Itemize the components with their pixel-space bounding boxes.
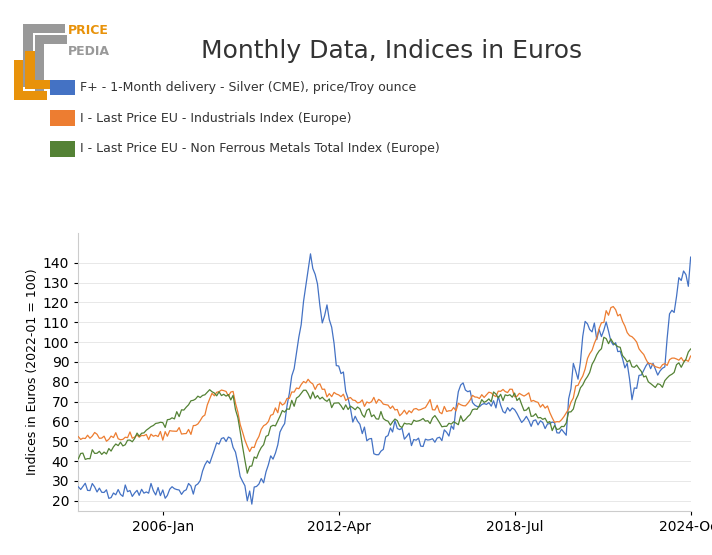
Text: PEDIA: PEDIA [68, 44, 110, 58]
Text: I - Last Price EU - Non Ferrous Metals Total Index (Europe): I - Last Price EU - Non Ferrous Metals T… [80, 142, 439, 155]
Polygon shape [26, 51, 56, 89]
Polygon shape [14, 60, 47, 100]
Text: Monthly Data, Indices in Euros: Monthly Data, Indices in Euros [201, 39, 582, 63]
Text: PRICE: PRICE [68, 24, 109, 37]
Text: F+ - 1-Month delivery - Silver (CME), price/Troy ounce: F+ - 1-Month delivery - Silver (CME), pr… [80, 81, 416, 94]
Text: I - Last Price EU - Industrials Index (Europe): I - Last Price EU - Industrials Index (E… [80, 112, 351, 125]
Y-axis label: Indices in Euros (2022-01 = 100): Indices in Euros (2022-01 = 100) [26, 269, 38, 475]
Polygon shape [35, 35, 67, 95]
Polygon shape [23, 24, 66, 87]
